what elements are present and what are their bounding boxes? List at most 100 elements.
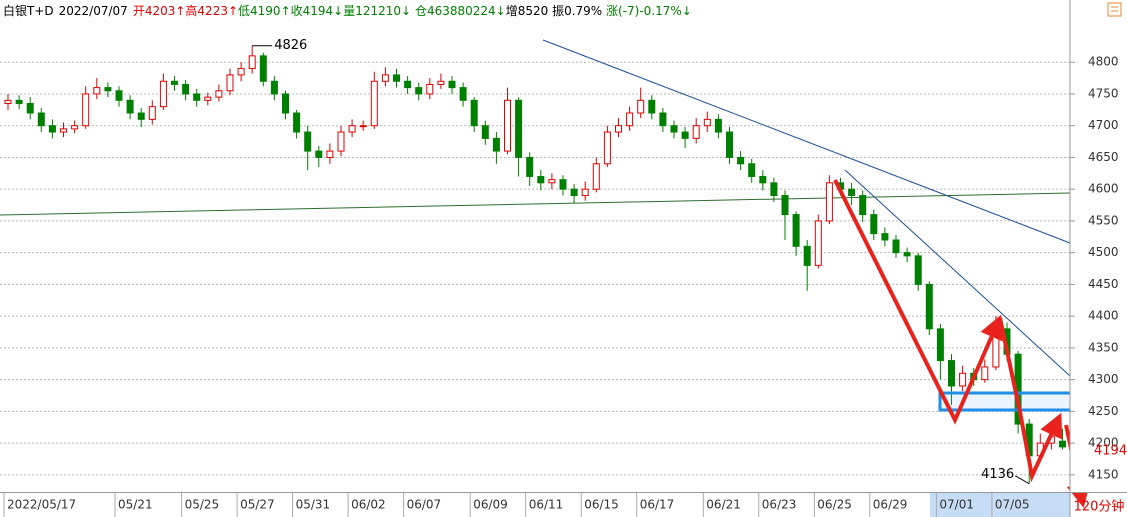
header-item: 振0.79%: [548, 4, 602, 18]
y-tick-label: 4400: [1088, 309, 1119, 323]
candle-body: [859, 195, 867, 216]
y-tick-label: 4700: [1088, 118, 1119, 132]
x-tick-label: 05/27: [240, 498, 275, 512]
candle-body: [803, 245, 811, 266]
x-tick-label: 06/02: [351, 498, 386, 512]
candle-body: [415, 87, 423, 95]
y-tick-label: 4350: [1088, 340, 1119, 354]
candle-body: [948, 360, 955, 387]
min-label: 4136: [981, 467, 1014, 482]
y-tick-label: 4600: [1088, 182, 1119, 196]
arrow: [833, 179, 1003, 425]
candle-body: [459, 87, 467, 101]
candle-body: [504, 99, 511, 152]
candle-body: [526, 156, 534, 177]
instrument-name: 白银T+D: [3, 3, 54, 18]
candle-body: [825, 182, 833, 222]
y-tick-label: 4650: [1088, 150, 1119, 164]
candle-body: [326, 150, 334, 158]
x-tick-label: 06/15: [584, 498, 619, 512]
candle-body: [204, 96, 212, 101]
candle-body: [903, 252, 911, 257]
x-tick-label: 06/21: [706, 498, 741, 512]
candle-body: [270, 80, 278, 95]
candle-body: [237, 68, 245, 76]
candle-body: [60, 128, 67, 133]
candle-body: [981, 366, 989, 381]
candle-body: [637, 99, 645, 114]
candle-body: [259, 55, 267, 82]
candle-body: [4, 99, 12, 104]
x-tick-label: 06/11: [529, 498, 564, 512]
candle-body: [692, 125, 700, 139]
candle-body: [304, 131, 312, 152]
header-item: 收4194↓: [291, 4, 344, 18]
candle-body: [548, 179, 556, 184]
x-tick-label: 06/07: [407, 498, 442, 512]
candle-body: [337, 131, 345, 152]
candle-body: [492, 137, 500, 152]
candle-body: [193, 93, 201, 101]
candle-body: [581, 188, 589, 197]
candle-body: [759, 175, 767, 184]
candle-body: [215, 90, 223, 98]
candle-body: [892, 239, 900, 254]
header-item: 涨(-7)-0.17%↓: [602, 3, 692, 18]
candle-body: [359, 125, 367, 128]
candle-body: [570, 188, 578, 197]
candle-body: [315, 150, 323, 158]
candle-body: [37, 112, 45, 127]
candle-body: [1059, 440, 1066, 448]
x-tick-label: 05/25: [185, 498, 220, 512]
candle-body: [82, 93, 90, 127]
candle-body: [626, 112, 634, 127]
candle-body: [282, 93, 289, 114]
candle-body: [648, 99, 656, 114]
y-tick-label: 4150: [1088, 467, 1119, 481]
x-tick-label: 07/05: [995, 498, 1030, 512]
trend-line: [0, 192, 1071, 216]
settings-icon[interactable]: [1107, 2, 1122, 17]
candle-body: [226, 74, 234, 92]
candle-body: [104, 87, 112, 92]
candle-body: [925, 283, 933, 330]
candle-body: [171, 80, 178, 85]
x-tick-label: 07/01: [939, 498, 974, 512]
candle-body: [703, 118, 711, 127]
x-tick-label: 06/17: [640, 498, 675, 512]
candle-body: [559, 179, 567, 190]
header-item: 量121210↓: [343, 4, 411, 18]
x-tick-label: 2022/05/17: [7, 498, 76, 512]
candle-body: [293, 112, 301, 133]
candle-body: [748, 163, 756, 177]
candle-body: [592, 163, 600, 190]
candle-body: [481, 125, 489, 139]
date-highlight: [930, 493, 1070, 517]
y-tick-label: 4800: [1088, 55, 1119, 69]
y-tick-label: 4750: [1088, 86, 1119, 100]
y-tick-label: 4250: [1088, 404, 1119, 418]
x-tick-label: 06/09: [473, 498, 508, 512]
header: 白银T+D 2022/07/07 开4203↑高4223↑低4190↑收4194↓量…: [3, 3, 692, 18]
x-tick-label: 06/23: [762, 498, 797, 512]
min-leader: [1014, 475, 1030, 485]
candle-body: [248, 55, 256, 70]
candle-body: [148, 106, 156, 120]
y-tick-label: 4200: [1088, 436, 1119, 450]
trend-line: [542, 39, 1071, 244]
candle-body: [404, 80, 412, 89]
x-tick-label: 05/21: [118, 498, 153, 512]
candle-body: [137, 112, 145, 120]
candle-body: [781, 195, 789, 216]
candle-body: [914, 255, 922, 285]
candle-body: [437, 80, 445, 85]
last-price-label: 4194: [1094, 443, 1127, 458]
candle-body: [792, 214, 800, 247]
candle-body: [15, 99, 23, 104]
candle-body: [26, 102, 34, 114]
y-tick-label: 4550: [1088, 213, 1119, 227]
candle-body: [714, 118, 722, 133]
candle-body: [870, 214, 878, 235]
